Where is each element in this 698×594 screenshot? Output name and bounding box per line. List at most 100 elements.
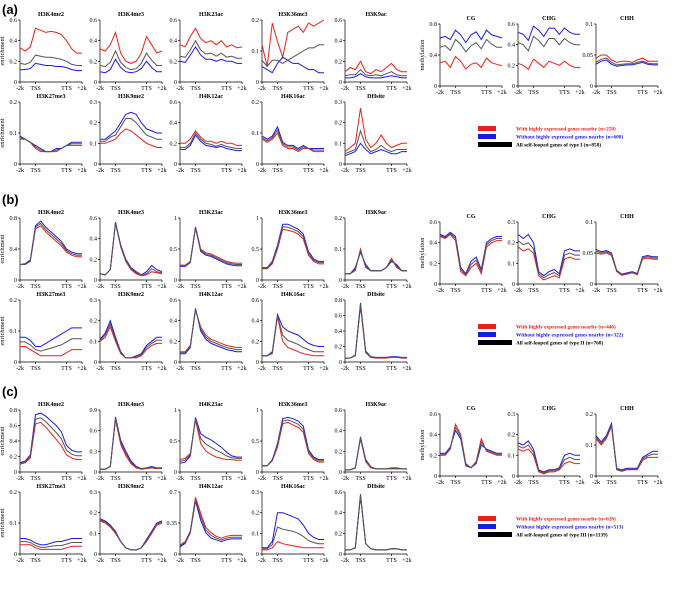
series-line-blue xyxy=(180,134,242,152)
y-tick-label: 0.2 xyxy=(10,298,18,304)
series-line-red xyxy=(20,138,82,153)
y-tick-label: 0.6 xyxy=(335,314,343,320)
y-tick-label: 0.8 xyxy=(430,22,438,28)
x-tick-label: +2k xyxy=(237,86,246,92)
series-line-red xyxy=(179,27,243,49)
y-tick-label: 0.3 xyxy=(335,100,343,106)
subplot-title: CHG xyxy=(542,214,556,220)
subplot-title: DHsite xyxy=(367,94,385,100)
y-tick-label: 0 xyxy=(14,470,17,476)
series-line-black xyxy=(595,250,658,276)
series-line-red xyxy=(440,422,502,469)
x-tick-label: +2k xyxy=(575,288,584,294)
x-tick-label: TTS xyxy=(221,284,232,290)
panel-label: (c) xyxy=(2,384,18,399)
x-tick-label: -2k xyxy=(341,168,349,174)
y-axis-label: enrichment xyxy=(0,508,6,537)
series-line-black xyxy=(20,222,82,265)
y-tick-label: 0.2 xyxy=(430,261,438,267)
subplot-title: CG xyxy=(467,406,476,412)
y-tick-label: 0 xyxy=(94,360,97,366)
series-line-black xyxy=(345,437,407,471)
x-tick-label: -2k xyxy=(592,288,600,294)
x-tick-label: TSS xyxy=(355,284,365,290)
x-tick-label: -2k xyxy=(176,284,184,290)
y-tick-label: 0.2 xyxy=(335,121,343,127)
y-axis-label: methylation xyxy=(419,429,426,461)
series-line-black xyxy=(179,39,242,59)
y-tick-label: 0.6 xyxy=(90,216,98,222)
y-tick-label: 0.6 xyxy=(508,22,516,28)
subplot-title: H3K27me3 xyxy=(37,292,66,298)
y-tick-label: 0.6 xyxy=(430,220,438,226)
x-tick-label: +2k xyxy=(402,86,411,92)
y-tick-label: 0.1 xyxy=(586,443,594,449)
subplot-title: H3K4me2 xyxy=(38,210,64,216)
x-tick-label: +2k xyxy=(319,284,328,290)
y-tick-label: 0.2 xyxy=(90,59,98,65)
legend-label-black: All self-looped genes of type III (n=113… xyxy=(516,532,608,539)
y-tick-label: 0.2 xyxy=(10,490,18,496)
legend-label-black: All self-looped genes of type I (n=858) xyxy=(516,142,601,149)
subplot-cg: CG 0 0.2 0.4 0.6 -2k TSS TTS +2k methylation xyxy=(419,406,507,486)
subplot-title: H3K9me2 xyxy=(118,484,144,490)
y-tick-label: 0.6 xyxy=(170,298,178,304)
x-tick-label: TSS xyxy=(190,558,200,564)
x-tick-label: TSS xyxy=(110,558,120,564)
legend-swatch-red xyxy=(478,126,496,131)
subplot-h3k36me3: H3K36me3 0 0.1 0.2 -2k TSS TTS +2k xyxy=(252,12,329,92)
series-line-red xyxy=(19,27,82,54)
x-tick-label: TSS xyxy=(272,284,282,290)
y-tick-label: 0.3 xyxy=(90,490,98,496)
x-tick-label: TTS xyxy=(303,476,314,482)
subplot-title: H3K27me3 xyxy=(37,484,66,490)
x-tick-label: TTS xyxy=(386,168,397,174)
x-tick-label: TSS xyxy=(355,366,365,372)
subplot-title: H3K9me2 xyxy=(118,94,144,100)
y-tick-label: 0.5 xyxy=(170,247,178,253)
y-axis-label: methylation xyxy=(419,237,426,269)
y-tick-label: 0.6 xyxy=(335,18,343,24)
subplot-h3k9ac: H3K9ac 0 0.2 0.4 0.6 -2k TSS TTS +2k xyxy=(335,402,412,482)
x-tick-label: TSS xyxy=(606,480,616,486)
x-tick-label: -2k xyxy=(514,480,522,486)
y-tick-label: 0.8 xyxy=(10,408,18,414)
y-tick-label: 0 xyxy=(94,80,97,86)
y-tick-label: 1 xyxy=(256,216,259,222)
y-tick-label: 0.4 xyxy=(430,433,438,439)
x-tick-label: +2k xyxy=(77,366,86,372)
y-tick-label: 0.4 xyxy=(90,237,98,243)
y-tick-label: 0.3 xyxy=(508,220,516,226)
y-tick-label: 1 xyxy=(174,408,177,414)
subplot-title: H4K16ac xyxy=(281,292,305,298)
y-tick-label: 0.6 xyxy=(170,18,178,24)
legend-label-red: With highly expressed genes nearby (n=44… xyxy=(516,324,616,331)
subplot-title: H3K9me2 xyxy=(118,292,144,298)
legend-label-black: All self-looped genes of type II (n=768) xyxy=(516,340,603,347)
x-tick-label: +2k xyxy=(77,168,86,174)
x-tick-label: -2k xyxy=(514,90,522,96)
series-line-black xyxy=(517,240,580,279)
x-tick-label: -2k xyxy=(592,480,600,486)
x-tick-label: -2k xyxy=(16,476,24,482)
y-tick-label: 0.4 xyxy=(170,39,178,45)
series-line-black xyxy=(19,54,82,66)
y-tick-label: 0.4 xyxy=(430,53,438,59)
x-tick-label: -2k xyxy=(176,168,184,174)
y-tick-label: 0.1 xyxy=(252,531,260,537)
y-tick-label: 0.1 xyxy=(10,131,18,137)
x-tick-label: -2k xyxy=(592,90,600,96)
series-line-red xyxy=(595,54,658,63)
subplot-h4k16ac: H4K16ac 0 0.1 0.2 -2k TSS TTS +2k xyxy=(252,94,329,174)
legend-swatch-red xyxy=(478,516,496,521)
x-tick-label: TTS xyxy=(559,288,570,294)
x-tick-label: -2k xyxy=(258,86,266,92)
y-tick-label: 0.2 xyxy=(430,453,438,459)
subplot-h3k36me3: H3K36me3 0 0.5 1 -2k TSS TTS +2k xyxy=(252,402,329,482)
y-tick-label: 0 xyxy=(14,360,17,366)
series-line-red xyxy=(20,544,82,550)
y-tick-label: 0.3 xyxy=(90,449,98,455)
series-line-red xyxy=(19,421,82,465)
y-tick-label: 0.2 xyxy=(90,319,98,325)
x-tick-label: +2k xyxy=(77,476,86,482)
